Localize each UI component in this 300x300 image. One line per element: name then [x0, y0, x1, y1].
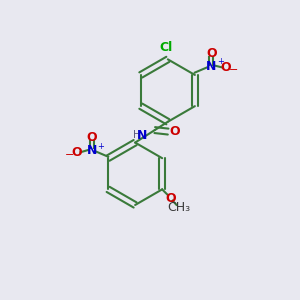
Text: +: +	[97, 142, 104, 152]
Text: N: N	[87, 144, 97, 157]
Text: O: O	[169, 125, 180, 138]
Text: O: O	[86, 131, 97, 145]
Text: N: N	[206, 59, 216, 73]
Text: −: −	[229, 65, 238, 76]
Text: N: N	[136, 129, 147, 142]
Text: CH₃: CH₃	[167, 201, 190, 214]
Text: H: H	[133, 130, 140, 140]
Text: −: −	[65, 150, 74, 160]
Text: Cl: Cl	[160, 41, 173, 54]
Text: +: +	[217, 57, 224, 66]
Text: O: O	[72, 146, 82, 159]
Text: O: O	[206, 47, 217, 60]
Text: O: O	[166, 192, 176, 205]
Text: O: O	[221, 61, 231, 74]
